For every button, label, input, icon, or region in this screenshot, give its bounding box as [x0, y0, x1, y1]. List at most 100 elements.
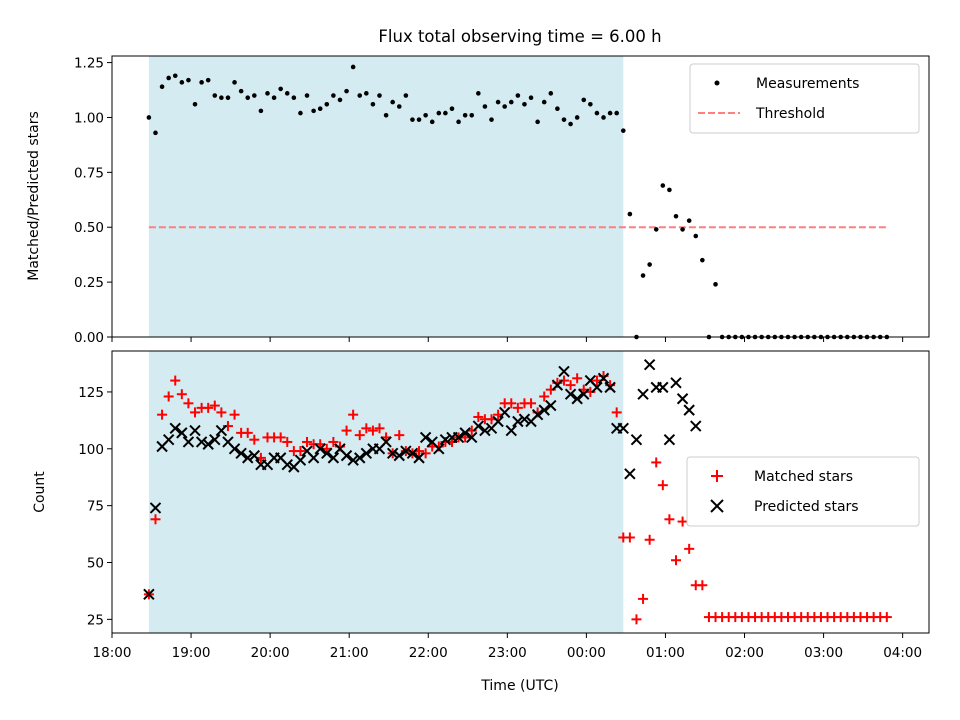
predicted-star-point [505, 424, 517, 437]
measurement-point [304, 93, 310, 98]
measurement-point [377, 93, 382, 98]
measurement-point [258, 108, 264, 114]
predicted-star-point [294, 454, 307, 466]
bottom-x-ticks: 18:00 19:00 20:00 21:00 22:00 23:00 00:00 01:00… [93, 633, 922, 661]
measurement-point [601, 115, 606, 120]
x-tick-label: 21:00 [330, 645, 369, 661]
measurement-point [476, 91, 481, 96]
measurement-point [614, 110, 619, 116]
predicted-star-point [683, 404, 695, 416]
predicted-star-point [433, 443, 445, 455]
predicted-star-point [538, 404, 550, 416]
x-tick-label: 18:00 [93, 645, 132, 661]
predicted-star-point [498, 406, 511, 419]
measurement-point [607, 110, 613, 116]
predicted-star-point [643, 358, 656, 371]
measurement-point [271, 95, 277, 101]
bottom-shaded-region [148, 351, 624, 633]
measurement-point [179, 80, 185, 85]
predicted-star-point [228, 443, 241, 455]
bottom-legend-box [686, 456, 920, 527]
matched-star-point [216, 407, 227, 418]
measurement-point [462, 112, 468, 118]
x-axis-label: Time (UTC) [480, 678, 558, 694]
predicted-star-point [143, 588, 155, 601]
measurement-point [153, 130, 158, 136]
predicted-star-point [176, 427, 188, 439]
measurement-point [653, 227, 659, 232]
measurement-point [192, 101, 198, 107]
predicted-star-point [452, 431, 465, 444]
matched-star-point [249, 434, 260, 445]
bottom-y-tick-label: 100 [78, 442, 104, 458]
measurement-point [456, 119, 461, 125]
predicted-star-point [347, 454, 359, 466]
measurement-point [574, 115, 580, 120]
legend-matched-label: Matched stars [754, 469, 853, 485]
measurement-point [594, 110, 600, 116]
measurements-points [146, 64, 890, 340]
top-y-tick-label: 1.25 [74, 56, 104, 72]
bottom-y-tick-label: 25 [87, 612, 104, 628]
predicted-stars-points [143, 358, 702, 601]
matched-star-point [572, 373, 583, 384]
measurement-point [620, 128, 626, 133]
predicted-star-point [321, 447, 333, 460]
top-plot-frame [111, 55, 930, 338]
legend-measurements-marker [714, 80, 720, 86]
measurement-point [522, 101, 527, 107]
predicted-star-point [630, 433, 643, 446]
predicted-star-point [564, 388, 577, 400]
matched-star-point [539, 391, 550, 402]
matched-star-point [150, 514, 161, 525]
predicted-star-point [518, 413, 531, 425]
matched-star-point [394, 430, 405, 441]
measurement-point [541, 99, 547, 105]
top-y-ticks: 0.00 0.25 0.50 0.75 1.00 1.25 [74, 56, 112, 346]
matched-star-point [664, 514, 675, 525]
predicted-star-point [591, 381, 603, 394]
measurement-point [364, 91, 369, 96]
matched-star-point [275, 432, 286, 443]
legend-measurements-label: Measurements [756, 76, 859, 92]
predicted-star-point [545, 399, 557, 412]
predicted-star-point [400, 445, 412, 457]
legend-predicted-marker [710, 499, 724, 513]
top-y-tick-label: 1.00 [74, 110, 104, 126]
measurement-point [265, 91, 270, 96]
matched-star-point [203, 402, 214, 413]
matched-star-point [670, 555, 681, 566]
predicted-star-point [439, 433, 452, 446]
top-panel: 0.00 0.25 0.50 0.75 1.00 1.25 Matched/Predict… [26, 55, 930, 346]
matched-star-point [638, 593, 649, 604]
predicted-star-point [676, 393, 689, 405]
measurement-point [416, 117, 422, 122]
measurement-point [186, 77, 191, 83]
measurement-point [291, 95, 297, 101]
matched-star-point [295, 446, 306, 457]
matched-star-point [677, 516, 688, 527]
predicted-star-point [531, 408, 544, 421]
bottom-y-tick-label: 75 [87, 499, 104, 515]
measurement-point [581, 97, 587, 103]
predicted-star-point [162, 433, 175, 446]
x-tick-label: 00:00 [567, 645, 606, 661]
measurement-point [199, 80, 204, 85]
matched-star-point [651, 457, 662, 468]
predicted-star-point [307, 452, 320, 464]
matched-star-point [881, 612, 892, 623]
predicted-star-point [419, 431, 432, 444]
matched-star-point [242, 427, 253, 438]
measurement-point [693, 233, 699, 239]
measurement-point [205, 77, 211, 83]
top-y-axis-label: Matched/Predicted stars [26, 111, 42, 281]
top-legend: Measurements Threshold [689, 63, 920, 134]
matched-star-point [190, 407, 201, 418]
measurement-point [344, 88, 349, 94]
predicted-star-point [406, 447, 419, 460]
matched-star-point [367, 425, 378, 436]
measurement-point [449, 106, 455, 111]
measurement-point [561, 117, 567, 122]
measurement-point [555, 106, 560, 111]
measurement-point [588, 101, 593, 107]
